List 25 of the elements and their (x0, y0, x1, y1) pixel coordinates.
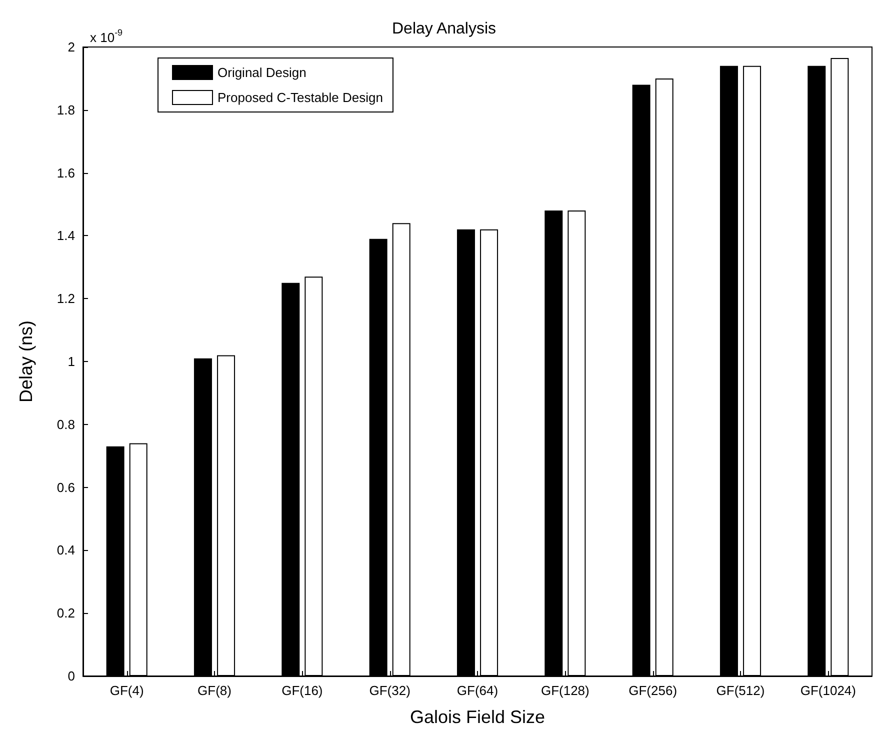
y-tick-label: 0.8 (56, 416, 75, 432)
x-tick-label: GF(256) (628, 683, 678, 698)
y-tick-label: 1 (68, 354, 75, 369)
legend-label: Original Design (218, 65, 306, 80)
x-axis-title: Galois Field Size (410, 707, 546, 727)
y-tick-label: 1.6 (56, 165, 75, 180)
x-tick-label: GF(32) (369, 683, 410, 698)
y-tick-label: 0.4 (56, 542, 75, 558)
x-tick-label: GF(512) (716, 683, 765, 698)
y-tick-label: 0.6 (56, 480, 75, 495)
x-tick-label: GF(1024) (800, 683, 856, 698)
y-tick-label: 1.4 (56, 228, 75, 244)
y-tick-label: 1.8 (56, 102, 75, 118)
x-tick-label: GF(16) (282, 683, 323, 698)
y-tick-label: 0 (68, 668, 75, 684)
y-axis-title: Delay (ns) (16, 320, 36, 403)
y-tick-label: 2 (68, 40, 75, 54)
x-tick-label: GF(64) (456, 683, 498, 698)
x-tick-label: GF(8) (198, 683, 232, 698)
x-tick-label: GF(128) (540, 683, 590, 698)
x-tick-label: GF(4) (110, 683, 144, 698)
legend-label: Proposed C-Testable Design (218, 90, 383, 105)
y-tick-label: 0.2 (56, 606, 75, 621)
chart-title: Delay Analysis (392, 20, 496, 38)
y-tick-label: 1.2 (56, 291, 75, 306)
